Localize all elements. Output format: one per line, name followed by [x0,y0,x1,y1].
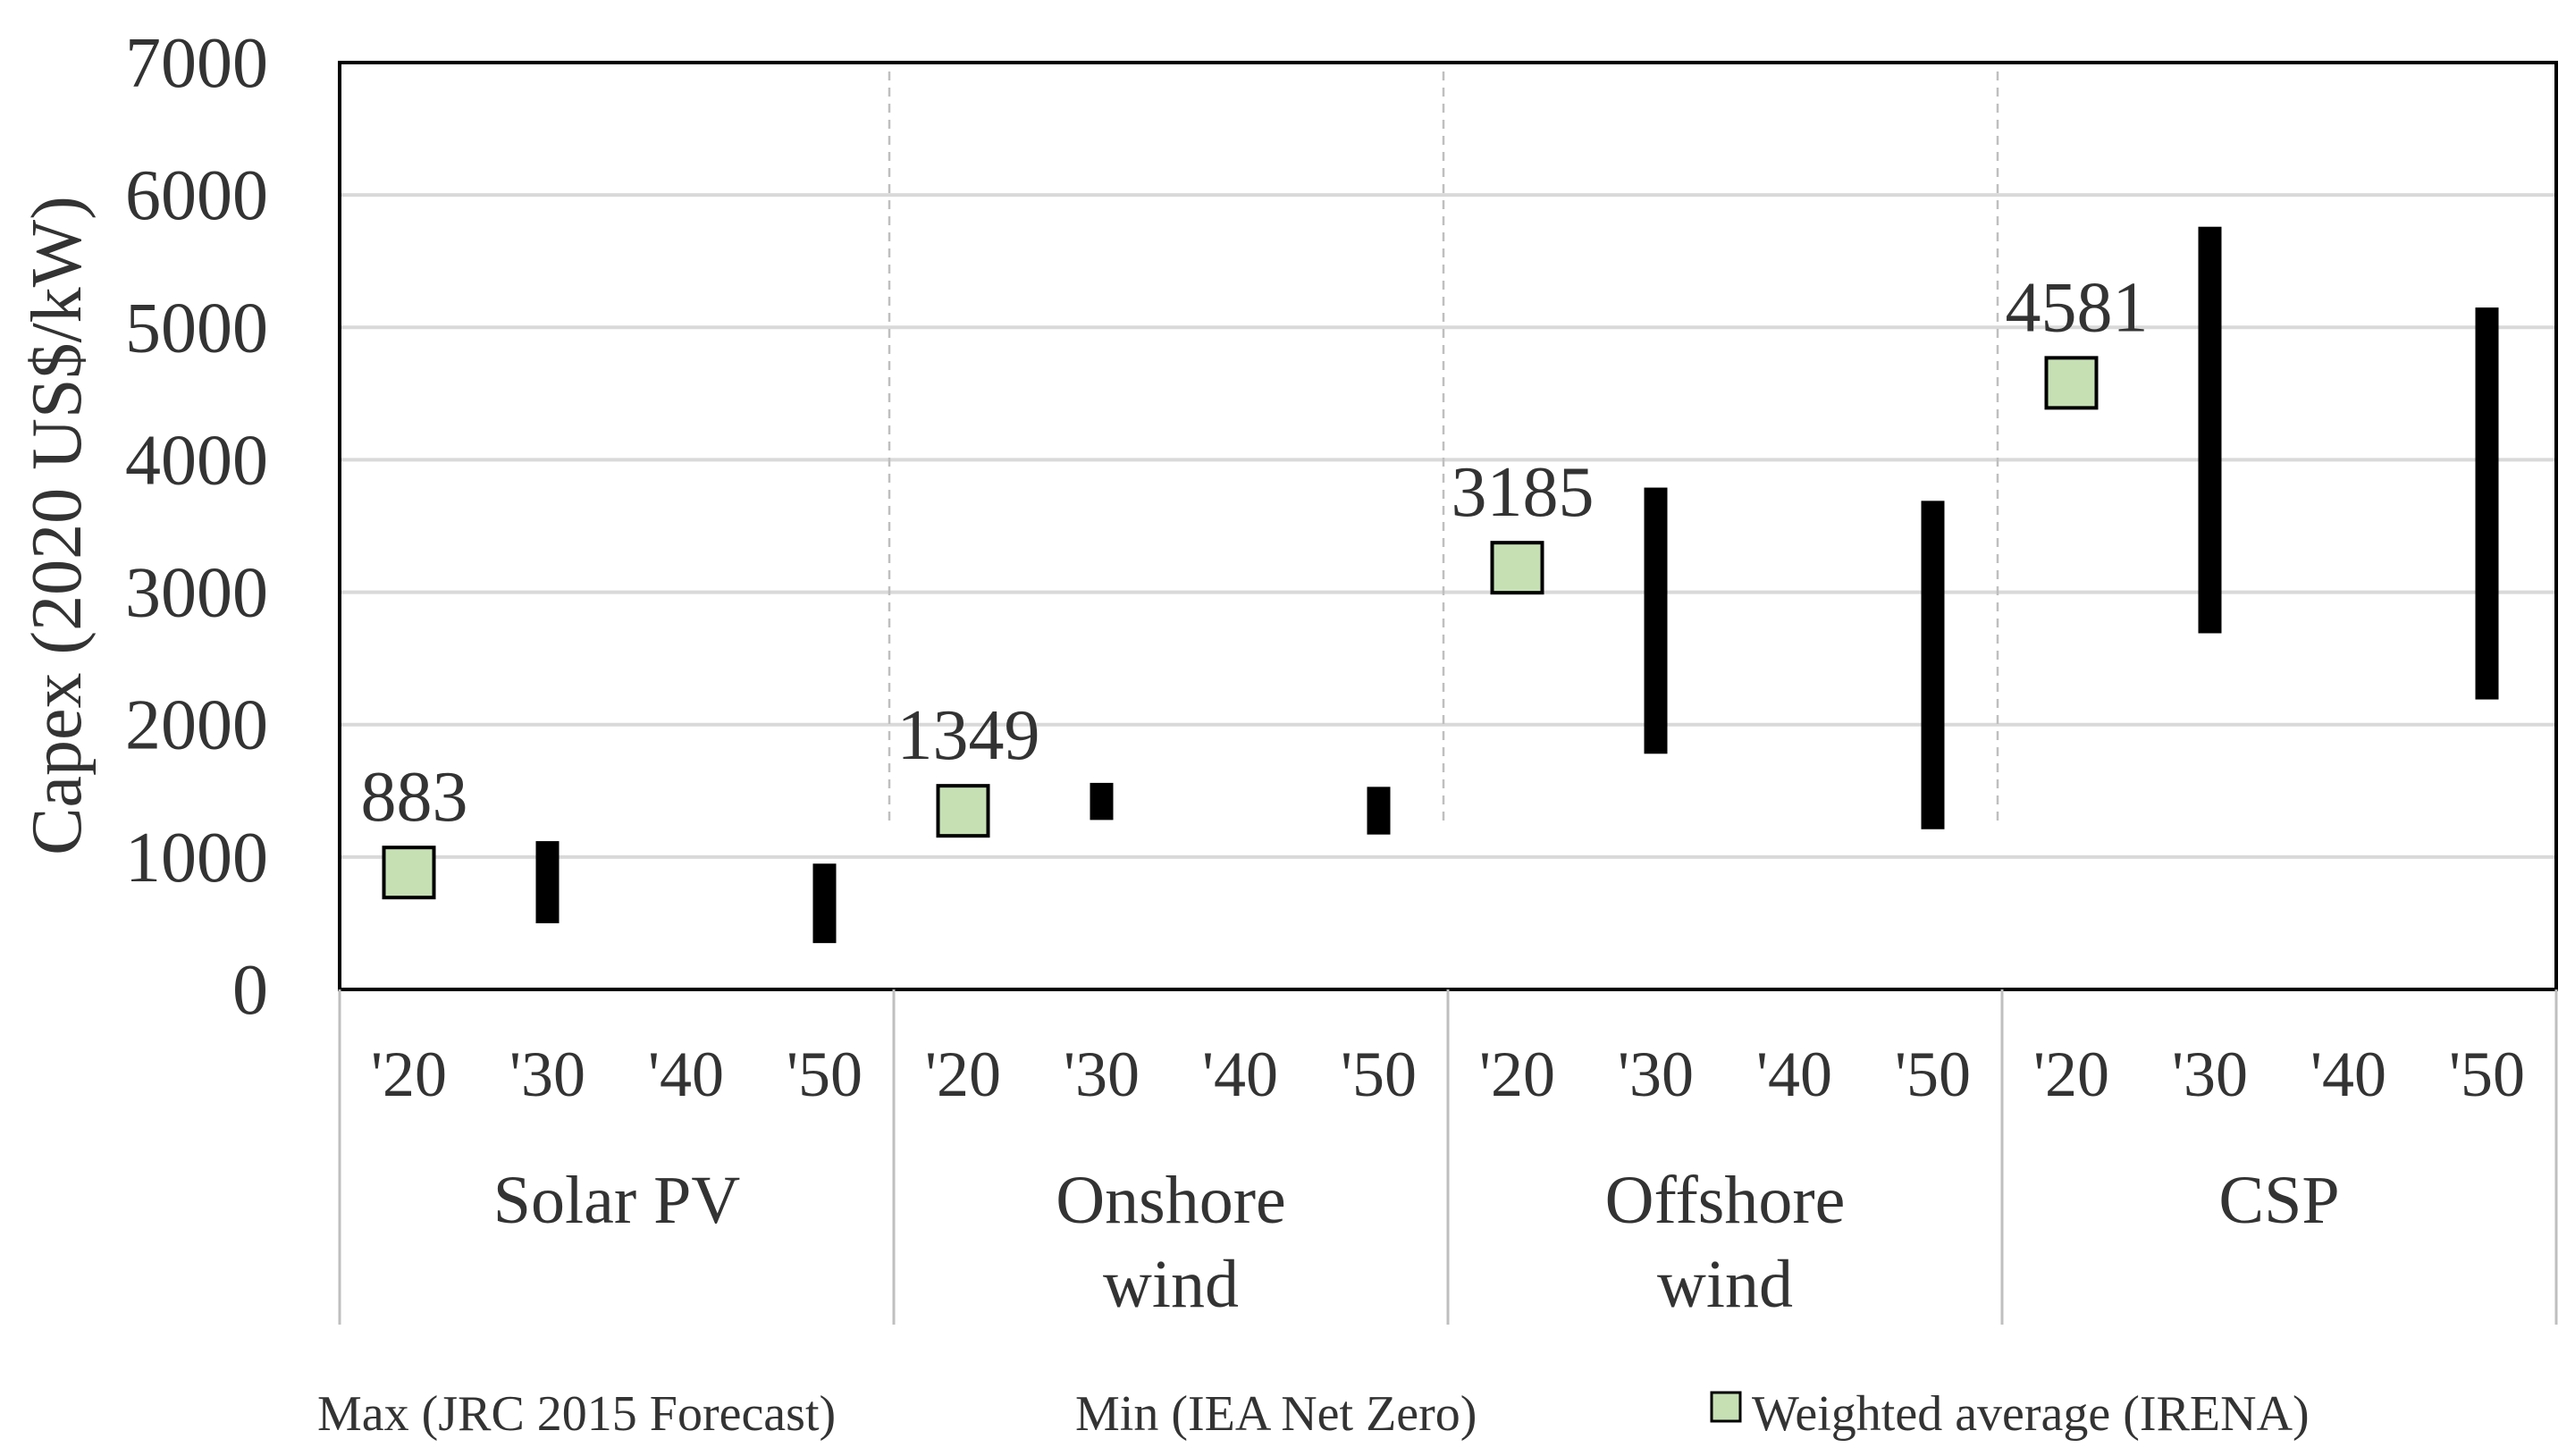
x-tick-label-3-1: '30 [2172,1039,2248,1110]
x-tick-label-2-3: '50 [1895,1039,1971,1110]
range-bar-3-1 [2475,307,2499,700]
group-label-0-0: Solar PV [493,1163,741,1238]
group-label-2-1: wind [1657,1247,1793,1322]
gridlines [340,193,2556,859]
x-tick-label-2-1: '30 [1618,1039,1694,1110]
weighted-average-label-2: 3185 [1452,453,1595,532]
x-tick-label-0-0: '20 [371,1039,447,1110]
weighted-average-marker-1 [936,784,990,838]
group-label-2-0: Offshore [1605,1163,1846,1238]
y-tick-label-0: 0 [232,951,268,1030]
y-tick-label-3000: 3000 [125,554,268,633]
range-bars [535,226,2499,944]
x-tick-label-0-1: '30 [509,1039,585,1110]
weighted-average-markers: 883 1349 3185 4581 [361,268,2149,900]
y-tick-label-1000: 1000 [125,819,268,897]
weighted-average-marker-0 [382,846,436,900]
weighted-average-marker-2 [1490,541,1544,595]
range-bar-0-0 [535,841,560,923]
weighted-average-label-0: 883 [361,758,468,837]
range-bar-3-0 [2198,226,2222,634]
y-tick-label-7000: 7000 [125,24,268,103]
weighted-average-label-1: 1349 [897,696,1040,775]
group-label-1-0: Onshore [1056,1163,1286,1238]
x-tick-label-1-3: '50 [1341,1039,1417,1110]
range-bar-1-0 [1090,782,1114,821]
group-label-1-1: wind [1103,1247,1239,1322]
plot-area-frame [338,61,2558,991]
range-bar-2-1 [1921,501,1945,829]
x-tick-label-2-0: '20 [1479,1039,1555,1110]
range-bar-1-1 [1367,787,1391,835]
legend: Max (JRC 2015 Forecast) Min (IEA Net Zero… [317,1386,2310,1442]
group-label-3-0: CSP [2218,1163,2339,1238]
y-axis-title: Capex (2020 US$/kW) [18,196,97,855]
x-tick-label-3-0: '20 [2033,1039,2109,1110]
x-tick-label-1-2: '40 [1202,1039,1278,1110]
y-tick-label-5000: 5000 [125,289,268,367]
x-tick-label-1-1: '30 [1064,1039,1140,1110]
legend-label-0: Max (JRC 2015 Forecast) [317,1386,836,1442]
legend-label-1: Min (IEA Net Zero) [1075,1386,1477,1442]
y-tick-label-6000: 6000 [125,156,268,235]
weighted-average-marker-3 [2044,356,2099,410]
y-tick-label-2000: 2000 [125,686,268,765]
x-tick-label-3-2: '40 [2310,1039,2386,1110]
x-tick-label-2-2: '40 [1756,1039,1832,1110]
x-tick-label-0-2: '40 [648,1039,724,1110]
y-axis-ticks: 0 1000 2000 3000 4000 5000 6000 7000 [125,24,268,1030]
weighted-average-label-3: 4581 [2006,268,2149,347]
legend-marker-2 [1710,1391,1742,1423]
y-tick-label-4000: 4000 [125,421,268,500]
group-separators [888,72,1999,824]
legend-label-2: Weighted average (IRENA) [1752,1386,2310,1442]
x-tick-label-1-0: '20 [925,1039,1001,1110]
range-bar-2-0 [1644,487,1668,754]
x-tick-label-0-3: '50 [787,1039,863,1110]
x-tick-label-3-3: '50 [2449,1039,2525,1110]
x-axis-category-table: '20 '30 '40 '50 Solar PV '20 '30 '40 '50 Onshore w… [338,989,2558,1325]
range-bar-0-1 [812,863,837,944]
